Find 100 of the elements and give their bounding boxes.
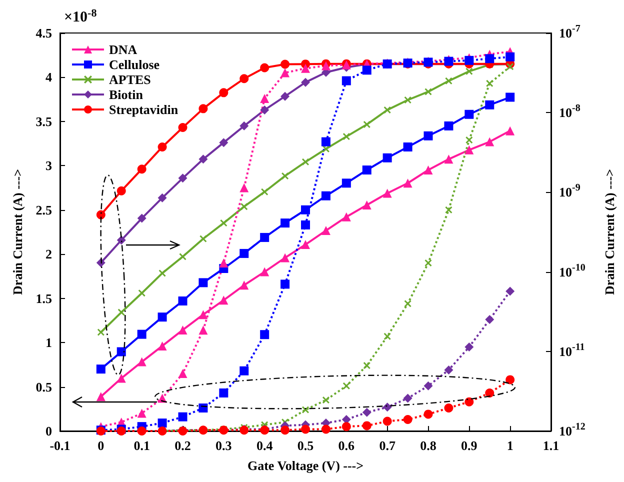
point: [404, 300, 412, 308]
point: [424, 166, 433, 175]
point: [321, 424, 330, 434]
point: [158, 270, 166, 277]
y-tick-label: 0: [46, 424, 52, 438]
point: [178, 325, 188, 334]
point: [403, 178, 412, 188]
point: [137, 330, 146, 339]
point: [96, 364, 106, 374]
point: [485, 54, 494, 64]
point: [321, 191, 330, 200]
point: [198, 404, 208, 413]
point: [219, 138, 228, 148]
point: [362, 200, 372, 210]
point: [384, 106, 391, 114]
point: [116, 347, 126, 356]
y-axis-title: Drain Current (A) --->: [10, 169, 25, 295]
point: [240, 248, 249, 258]
point: [260, 267, 270, 276]
point: [198, 104, 208, 114]
point: [506, 92, 515, 102]
point: [178, 296, 188, 306]
point: [302, 158, 309, 166]
point: [240, 74, 249, 84]
point: [138, 290, 146, 297]
point: [485, 315, 494, 324]
x-axis-title: Gate Voltage (V) --->: [247, 458, 364, 473]
point: [342, 212, 351, 222]
point: [506, 63, 514, 70]
point: [384, 332, 391, 340]
x-tick-label: 0.4: [256, 438, 274, 453]
point: [466, 68, 473, 75]
point: [301, 78, 310, 87]
point: [362, 66, 372, 75]
point: [363, 120, 370, 128]
point: [178, 412, 188, 422]
point: [464, 397, 474, 406]
point: [342, 422, 351, 432]
point: [158, 312, 167, 322]
x-tick-label: 0.8: [420, 438, 437, 453]
point: [485, 100, 494, 110]
point: [424, 131, 433, 140]
y-tick-label: 1.5: [36, 290, 52, 306]
legend-label: Biotin: [109, 87, 144, 102]
point: [362, 166, 372, 175]
point: [96, 210, 106, 220]
legend-label: Cellulose: [109, 57, 160, 72]
x-tick-label: 1: [506, 438, 514, 453]
point: [260, 330, 270, 340]
point: [198, 310, 208, 320]
point: [444, 404, 454, 412]
point: [260, 232, 270, 242]
point: [96, 392, 106, 402]
x-tick-label: 1.1: [542, 438, 560, 453]
point: [198, 154, 208, 164]
point: [322, 396, 330, 404]
point: [301, 220, 310, 230]
point: [158, 418, 167, 428]
legend-label: APTES: [109, 72, 151, 87]
point: [445, 206, 452, 214]
point: [382, 402, 392, 412]
point: [179, 253, 186, 260]
point: [178, 174, 188, 183]
point: [444, 365, 454, 374]
point: [301, 205, 310, 214]
point: [198, 326, 208, 335]
point: [280, 218, 290, 228]
y-tick-label: 4.5: [36, 26, 52, 40]
point: [219, 296, 228, 305]
point: [301, 424, 310, 434]
point: [382, 153, 392, 162]
x-tick-label: 0.6: [338, 438, 356, 453]
point: [444, 154, 454, 164]
point: [506, 126, 515, 136]
x-tick-label: 0.7: [379, 438, 396, 453]
point: [506, 52, 515, 62]
point: [280, 280, 290, 289]
point: [404, 96, 412, 104]
point: [97, 328, 104, 336]
point: [424, 259, 432, 266]
point: [178, 369, 188, 378]
point: [137, 357, 146, 366]
y-tick-label: 4: [46, 70, 52, 85]
y2-axis-title: Drain Current (A) --->: [602, 169, 617, 295]
point: [240, 366, 249, 376]
y-tick-label: 2.5: [36, 202, 52, 218]
point: [464, 342, 474, 352]
point: [444, 121, 454, 130]
point: [464, 145, 474, 154]
point: [342, 382, 350, 390]
point: [485, 388, 494, 398]
point: [137, 214, 146, 223]
legend-label: Streptavidin: [109, 102, 179, 117]
point: [219, 258, 228, 268]
point: [424, 410, 433, 419]
point: [200, 235, 207, 242]
point: [220, 220, 228, 227]
point: [464, 56, 474, 65]
point: [240, 121, 249, 130]
point: [403, 394, 412, 403]
